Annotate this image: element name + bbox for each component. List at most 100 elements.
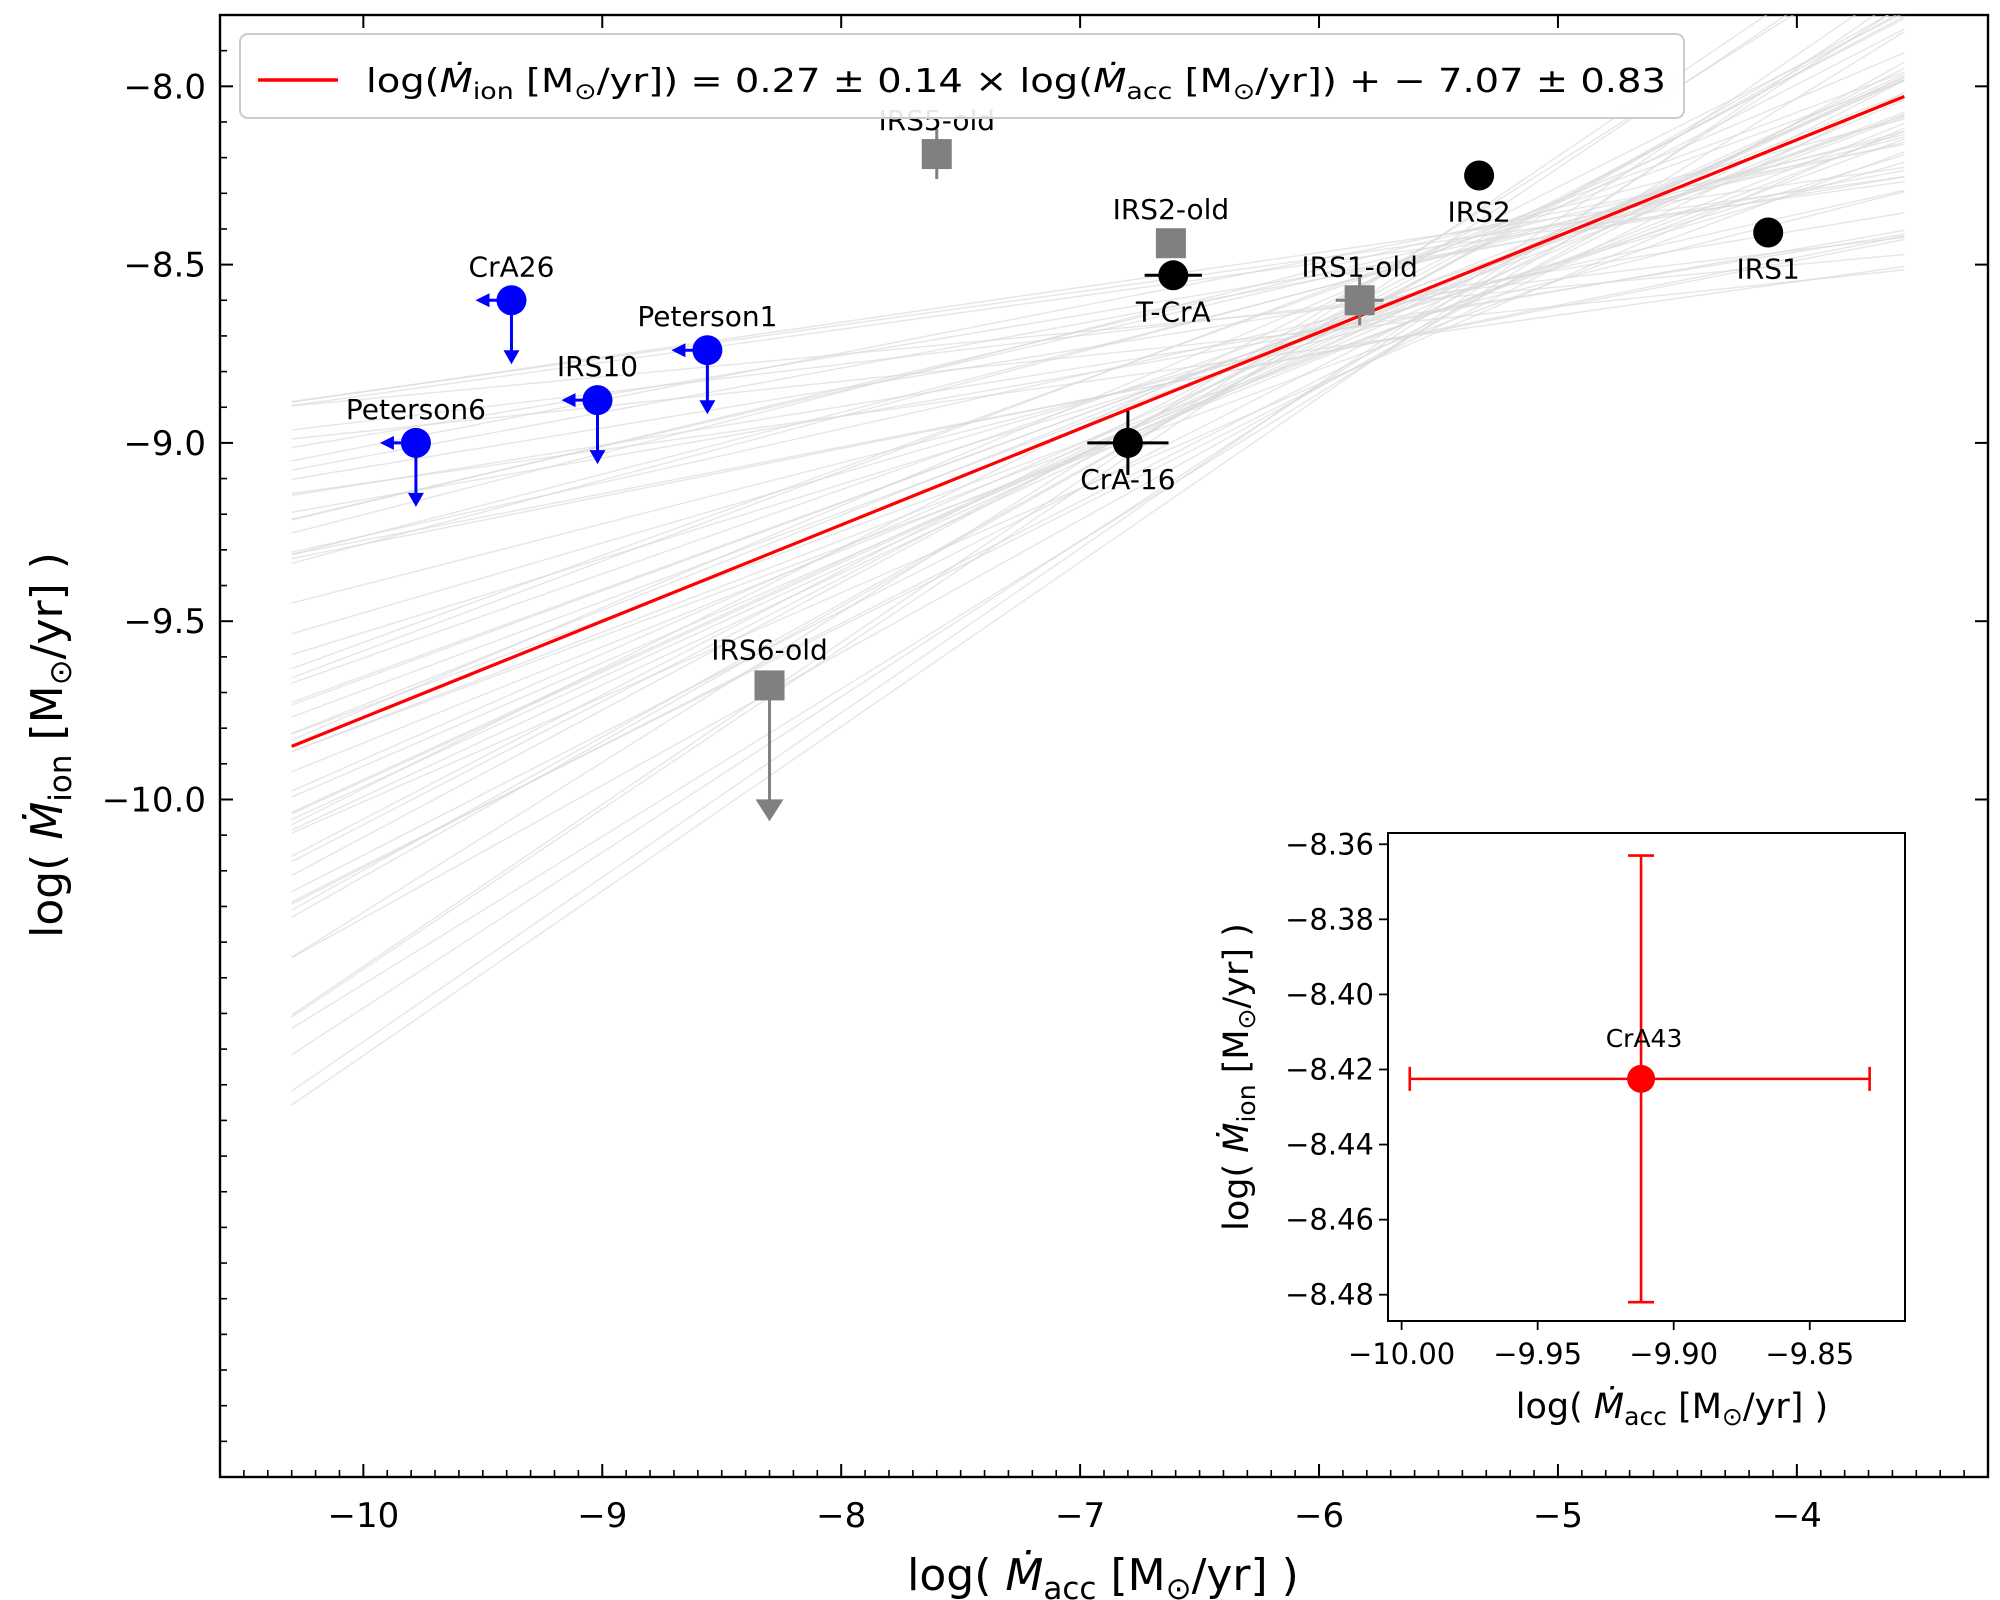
fit-line <box>291 94 1905 748</box>
legend-part-f: /yr]) = 0.27 ± 0.14 × log( <box>597 61 1094 100</box>
bootstrap-line <box>291 15 1857 1092</box>
point-cra26: CrA26 <box>469 250 554 365</box>
x-tick-label: −5 <box>1533 1496 1583 1536</box>
svg-text:log( Ṁion [M⊙/yr] ): log( Ṁion [M⊙/yr] ) <box>1215 923 1261 1231</box>
y-tick-label: −9.0 <box>123 424 206 464</box>
bootstrap-line <box>291 15 1905 877</box>
bootstrap-line <box>291 31 1905 1030</box>
inset-x-label-tail: /yr] ) <box>1743 1387 1828 1427</box>
legend-box <box>239 33 1685 119</box>
inset-y-tick-label: −8.48 <box>1285 1278 1374 1312</box>
legend-part-a: log( <box>366 61 440 100</box>
point-label: IRS1 <box>1737 253 1800 286</box>
main-points: IRS2IRS1T-CrACrA-16IRS5-oldIRS2-oldIRS1-… <box>346 104 1800 822</box>
main-y-axis-label: log( Ṁion [M⊙/yr] ) <box>21 552 79 938</box>
x-label-pre: log( <box>907 1550 1005 1600</box>
bootstrap-line <box>291 175 1905 403</box>
point-irs2: IRS2 <box>1447 160 1511 228</box>
upper-limit-down-head <box>407 492 424 507</box>
bootstrap-line <box>291 51 1905 741</box>
point-t-cra: T-CrA <box>1135 260 1211 328</box>
upper-limit-down-head <box>589 450 606 465</box>
x-tick-label: −6 <box>1294 1496 1344 1536</box>
inset-y-label-pre: log( <box>1217 1153 1257 1231</box>
y-label-unit: [M <box>22 685 73 754</box>
point-peterson6: Peterson6 <box>346 393 486 507</box>
bootstrap-line <box>291 269 1905 440</box>
inset-x-label-symbol: Ṁ <box>1594 1385 1624 1427</box>
x-tick-label: −10 <box>327 1496 399 1536</box>
bootstrap-line <box>291 154 1905 656</box>
bootstrap-line <box>291 75 1905 831</box>
bootstrap-line <box>291 114 1905 684</box>
inset-x-tick-label: −9.90 <box>1629 1337 1718 1371</box>
y-tick-label: −9.5 <box>123 602 206 642</box>
square-marker <box>1155 228 1186 259</box>
inset-x-label-subscript: acc <box>1624 1402 1667 1431</box>
main-ticks: −10 −9 −8 −7 −6 −5 −4 −8.0 −8.5 −9.0 −9.5 −10.0 <box>102 14 1989 1536</box>
x-tick-label: −7 <box>1055 1496 1105 1536</box>
bootstrap-line <box>291 189 1905 553</box>
inset-plot: −10.00 −9.95 −9.90 −9.85 −8.36 −8.38 −8.40 −8.4… <box>1215 818 1916 1431</box>
point-irs6-old: IRS6-old <box>711 633 828 822</box>
y-label-subscript: ion <box>43 754 79 801</box>
circle-marker <box>1464 160 1495 191</box>
inset-x-label-unit-subscript: ⊙ <box>1722 1402 1743 1431</box>
point-peterson1: Peterson1 <box>637 300 777 415</box>
legend-part-i: [M <box>1172 61 1232 100</box>
y-tick-label: −10.0 <box>102 780 206 820</box>
point-label: Peterson1 <box>637 300 777 333</box>
y-label-symbol: Ṁ <box>21 802 73 840</box>
inset-x-label-pre: log( <box>1516 1387 1594 1427</box>
inset-y-label-symbol: Ṁ <box>1215 1123 1257 1153</box>
bootstrap-line <box>291 17 1905 857</box>
y-tick-label: −8.5 <box>123 246 206 286</box>
point-label: IRS2-old <box>1113 193 1230 226</box>
square-marker <box>921 139 952 170</box>
point-label: Peterson6 <box>346 393 486 426</box>
circle-marker <box>692 335 723 366</box>
bootstrap-line <box>291 99 1905 798</box>
inset-x-label-unit: [M <box>1667 1387 1722 1427</box>
fit-layer <box>291 94 1905 748</box>
legend-part-k: /yr]) + − 7.07 ± 0.83 <box>1255 61 1666 100</box>
upper-limit-left-head <box>379 435 394 450</box>
bootstrap-line <box>291 71 1905 679</box>
upper-limit-down-head <box>699 400 716 415</box>
inset-x-tick-label: −10.00 <box>1348 1337 1455 1371</box>
bootstrap-line <box>291 61 1905 959</box>
inset-y-tick-label: −8.44 <box>1285 1128 1374 1162</box>
point-label: IRS6-old <box>711 633 828 666</box>
circle-marker <box>1158 260 1189 291</box>
circle-marker <box>1753 217 1784 248</box>
x-label-subscript: acc <box>1043 1571 1096 1600</box>
bootstrap-line <box>291 79 1905 905</box>
bootstrap-line <box>291 169 1905 471</box>
bootstrap-line <box>291 176 1905 449</box>
inset-y-tick-label: −8.38 <box>1285 902 1374 936</box>
point-label: IRS2 <box>1447 195 1510 228</box>
legend-part-e: ⊙ <box>574 79 596 105</box>
svg-text:log( Ṁacc [M⊙/yr] ): log( Ṁacc [M⊙/yr] ) <box>1516 1385 1828 1431</box>
legend-part-h: acc <box>1126 79 1172 105</box>
svg-text:log( Ṁion [M⊙/yr] ): log( Ṁion [M⊙/yr] ) <box>21 552 79 938</box>
x-tick-label: −8 <box>816 1496 866 1536</box>
inset-points: CrA43 <box>1408 854 1871 1304</box>
inset-y-tick-label: −8.36 <box>1285 827 1374 861</box>
inset-y-tick-label: −8.42 <box>1285 1052 1374 1086</box>
circle-marker <box>496 285 527 316</box>
legend-part-j: ⊙ <box>1233 79 1255 105</box>
upper-limit-arrow-head <box>755 799 784 822</box>
legend-part-g: Ṁ <box>1093 61 1126 100</box>
inset-y-axis-label: log( Ṁion [M⊙/yr] ) <box>1215 923 1261 1231</box>
x-tick-label: −9 <box>577 1496 627 1536</box>
x-label-tail: /yr] ) <box>1192 1550 1299 1600</box>
point-label: CrA-16 <box>1080 463 1175 496</box>
point-irs10: IRS10 <box>557 350 638 465</box>
circle-marker <box>400 427 431 458</box>
point-cra-16: CrA-16 <box>1080 410 1176 496</box>
x-label-symbol: Ṁ <box>1005 1549 1043 1600</box>
bootstrap-line <box>291 122 1905 773</box>
inset-y-tick-label: −8.46 <box>1285 1203 1374 1237</box>
